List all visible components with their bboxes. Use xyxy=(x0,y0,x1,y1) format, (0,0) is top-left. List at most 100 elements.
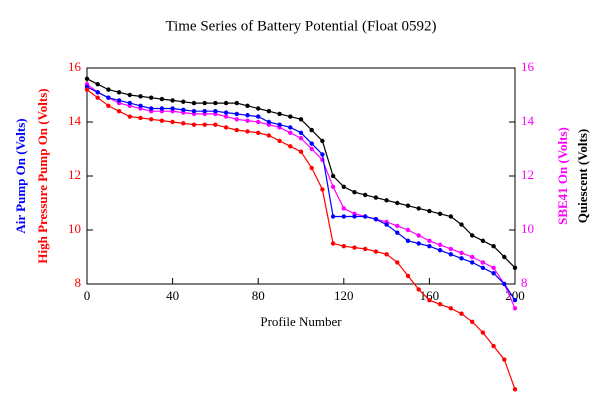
point xyxy=(170,119,175,125)
point xyxy=(116,90,122,95)
point xyxy=(480,260,486,265)
y-axis-label: Air Pump On (Volts) xyxy=(13,118,28,233)
point xyxy=(373,195,379,200)
point xyxy=(127,92,132,98)
point xyxy=(502,357,507,362)
point xyxy=(256,114,261,119)
point xyxy=(309,165,314,171)
point xyxy=(95,82,100,87)
point xyxy=(298,117,304,122)
point xyxy=(416,233,421,238)
point xyxy=(373,217,379,222)
point xyxy=(437,211,443,216)
point xyxy=(170,106,175,111)
x-tick-label: 40 xyxy=(166,288,179,303)
point xyxy=(491,244,496,249)
point xyxy=(149,117,154,122)
y2-tick-label: 10 xyxy=(521,221,534,236)
point xyxy=(395,200,400,206)
point xyxy=(298,136,304,141)
point xyxy=(405,227,411,233)
point xyxy=(191,122,197,127)
point xyxy=(512,306,518,311)
point xyxy=(288,114,293,119)
point xyxy=(234,111,239,117)
point xyxy=(427,238,432,243)
y2-axis-label: SBE41 On (Volts) xyxy=(555,127,570,225)
point xyxy=(138,94,143,99)
point xyxy=(256,106,261,111)
point xyxy=(384,252,389,257)
x-tick-label: 0 xyxy=(84,288,91,303)
point xyxy=(491,271,496,276)
y-tick-label: 14 xyxy=(68,113,82,128)
point xyxy=(84,76,90,82)
y2-tick-label: 16 xyxy=(521,59,535,74)
point xyxy=(470,233,475,238)
point xyxy=(245,103,250,109)
point xyxy=(95,95,100,100)
point xyxy=(459,222,464,227)
point xyxy=(159,106,165,111)
point xyxy=(223,110,229,115)
point xyxy=(502,281,507,287)
point xyxy=(395,230,400,235)
y2-tick-label: 12 xyxy=(521,167,534,182)
point xyxy=(84,87,90,92)
x-axis-label: Profile Number xyxy=(260,314,342,329)
point xyxy=(116,109,122,114)
point xyxy=(480,265,486,270)
point xyxy=(405,238,411,243)
point xyxy=(202,100,207,106)
point xyxy=(459,311,464,316)
point xyxy=(373,249,379,254)
point xyxy=(234,100,239,106)
point xyxy=(512,387,518,392)
point xyxy=(116,98,122,103)
point xyxy=(448,306,453,311)
point xyxy=(181,107,186,113)
point xyxy=(320,138,325,144)
point xyxy=(159,96,165,102)
point xyxy=(512,265,518,270)
chart-title: Time Series of Battery Potential (Float … xyxy=(165,18,436,34)
point xyxy=(405,203,411,208)
point xyxy=(223,100,229,106)
point xyxy=(470,260,475,265)
y-tick-label: 12 xyxy=(68,167,81,182)
point xyxy=(138,115,143,121)
point xyxy=(330,214,336,219)
point xyxy=(437,248,443,253)
point xyxy=(149,106,154,111)
point xyxy=(159,118,165,123)
y-tick-label: 10 xyxy=(68,221,81,236)
point xyxy=(320,187,325,192)
point xyxy=(512,298,518,303)
point xyxy=(309,146,314,152)
point xyxy=(502,254,507,260)
point xyxy=(330,173,336,179)
point xyxy=(491,343,496,349)
point xyxy=(459,250,464,256)
point xyxy=(191,100,197,106)
point xyxy=(202,122,207,127)
point xyxy=(427,244,432,249)
point xyxy=(437,302,443,307)
point xyxy=(320,152,325,157)
point xyxy=(352,214,357,219)
point xyxy=(298,130,304,135)
point xyxy=(181,121,186,126)
point xyxy=(459,256,464,261)
point xyxy=(384,198,389,203)
point xyxy=(106,103,111,109)
y2-axis-label: Quiescent (Volts) xyxy=(575,129,590,224)
point xyxy=(127,114,132,119)
point xyxy=(95,90,100,95)
point xyxy=(256,119,261,125)
point xyxy=(395,223,400,229)
point xyxy=(202,109,207,114)
point xyxy=(277,138,282,144)
point xyxy=(213,122,218,127)
point xyxy=(330,241,336,246)
